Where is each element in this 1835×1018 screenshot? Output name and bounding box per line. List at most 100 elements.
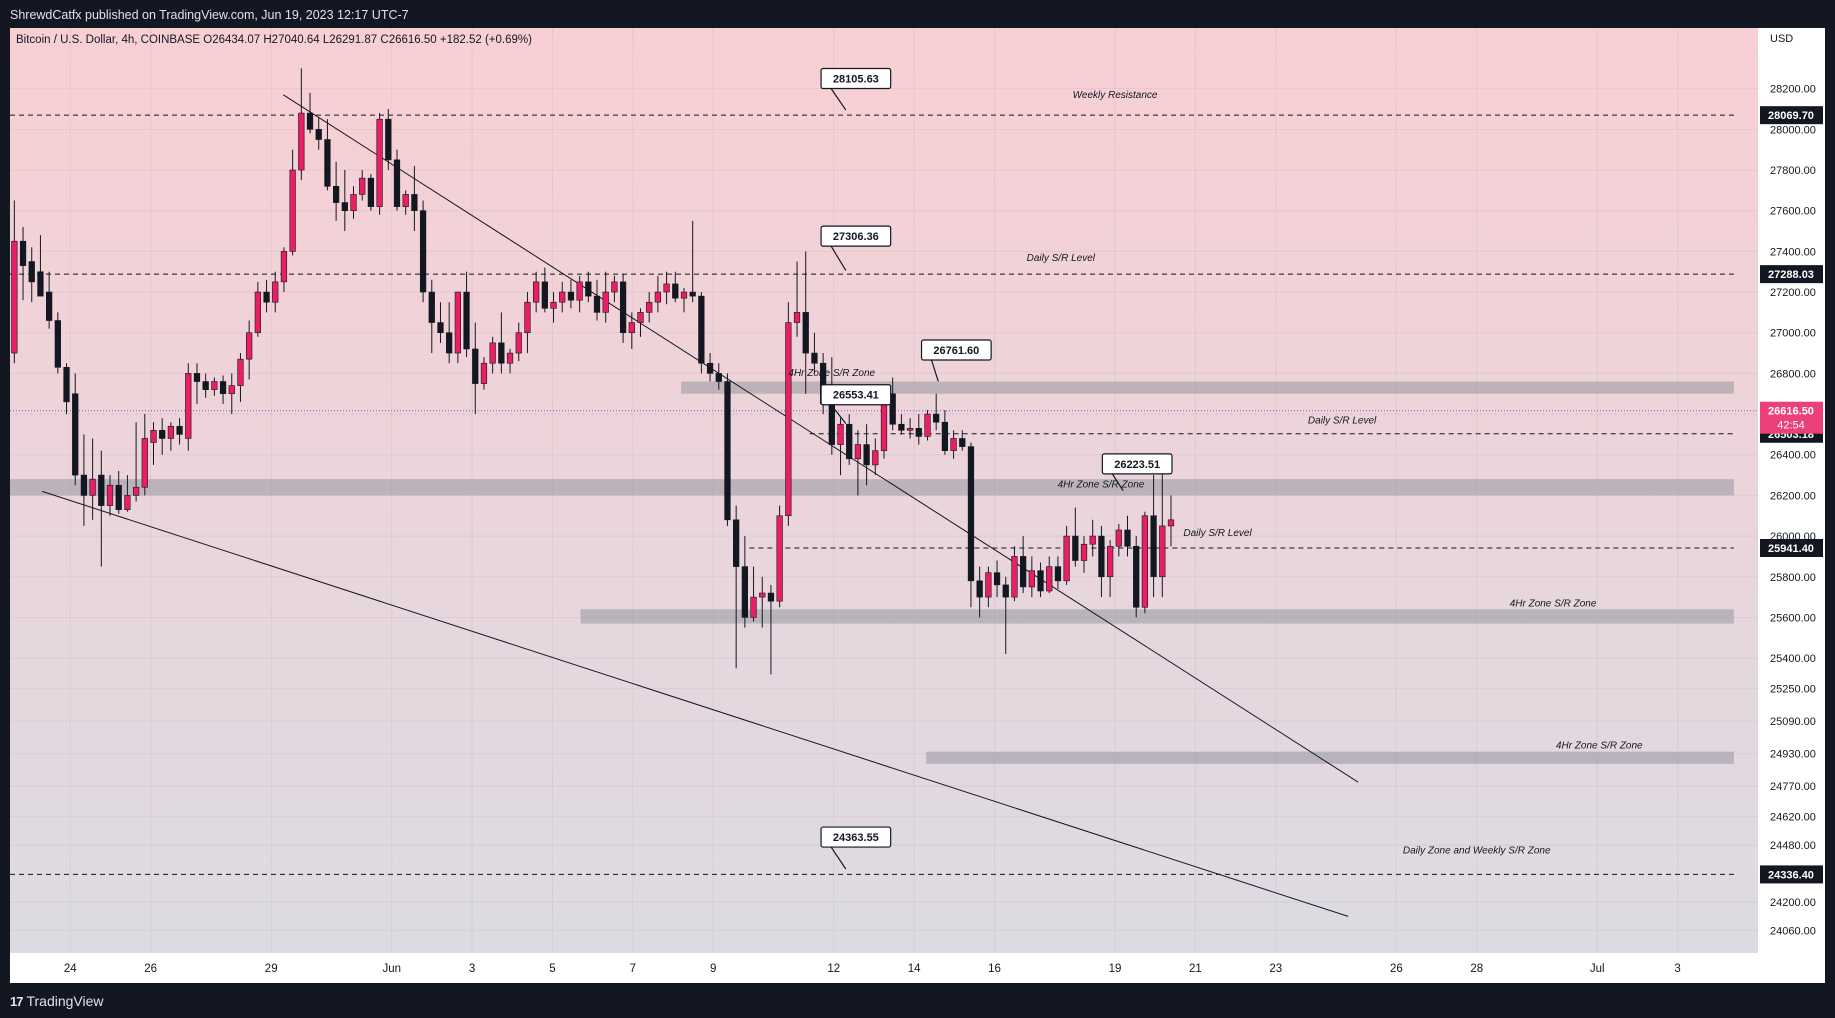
- candle-body: [63, 366, 70, 403]
- time-tick-label: 19: [1109, 963, 1122, 975]
- candle-body: [872, 450, 879, 466]
- candle-body: [376, 118, 383, 207]
- candle-body: [663, 283, 670, 293]
- callout-box[interactable]: [820, 67, 892, 90]
- candle-body: [289, 169, 296, 252]
- candle-body: [1133, 545, 1140, 608]
- candle-body: [159, 430, 166, 439]
- candle-body: [98, 474, 105, 506]
- candle-body: [254, 291, 261, 334]
- callout-label: 26223.51: [1114, 459, 1160, 471]
- candle-body: [332, 185, 340, 203]
- time-axis[interactable]: 24 26 29 Jun 3 5 7 9 12 14 16 19 21 23 26 28 Jul 3: [64, 963, 1681, 975]
- callout-box[interactable]: [1101, 453, 1173, 475]
- candle-body: [576, 281, 583, 301]
- callout-pointer: [930, 359, 939, 382]
- annotation-label: Weekly Resistance: [1073, 90, 1158, 101]
- candle-body: [176, 425, 183, 435]
- price-tick-label: 24930.00: [1770, 749, 1816, 761]
- candle-body: [341, 202, 348, 211]
- annotation-label: Daily Zone and Weekly S/R Zone: [1403, 845, 1551, 856]
- time-tick-label: 3: [469, 963, 475, 975]
- candle-body: [993, 572, 1001, 586]
- current-price-tag: [1760, 401, 1823, 434]
- time-tick-label: 29: [265, 963, 278, 975]
- candle-body: [933, 413, 940, 423]
- candle-body: [533, 281, 540, 303]
- candle-body: [219, 381, 227, 395]
- trendline[interactable]: [282, 94, 1359, 783]
- candle-body: [463, 291, 470, 350]
- candle-body: [715, 373, 722, 382]
- candle-body: [11, 240, 18, 354]
- candle-body: [202, 381, 209, 390]
- price-tick-label: 24200.00: [1770, 897, 1816, 909]
- candle-body: [611, 281, 618, 293]
- candle-body: [672, 283, 679, 299]
- time-tick-label: 28: [1470, 963, 1483, 975]
- candle-body: [854, 444, 862, 460]
- candle-body: [1167, 519, 1175, 527]
- candle-body: [80, 474, 88, 496]
- price-level-tag: [1760, 539, 1823, 558]
- callout-pointer: [830, 88, 847, 111]
- candle-body: [515, 332, 522, 354]
- candle-body: [1124, 529, 1131, 547]
- annotation-label: 4Hr Zone S/R Zone: [1510, 598, 1597, 609]
- time-tick-label: 24: [64, 963, 77, 975]
- price-tick-label: 25090.00: [1770, 716, 1816, 728]
- publisher-text: ShrewdCatfx published on TradingView.com…: [10, 8, 409, 22]
- candle-body: [228, 385, 235, 395]
- price-axis[interactable]: 28200.00 28000.00 27800.00 27600.00 27400.00…: [1760, 84, 1823, 938]
- candle-body: [19, 240, 27, 266]
- candle-body: [524, 301, 531, 334]
- callouts: 28105.63 27306.36 26761.60 26553.41 26223.51…: [820, 67, 1173, 870]
- price-tick-label: 27000.00: [1770, 328, 1816, 340]
- callout-box[interactable]: [920, 339, 992, 361]
- candle-body: [472, 348, 479, 384]
- tradingview-logo-icon: 17: [10, 993, 24, 1009]
- price-chart[interactable]: Weekly Resistance Daily S/R Level 4Hr Zone…: [10, 28, 1825, 983]
- price-tick-label: 24770.00: [1770, 781, 1816, 793]
- sr-zone: [926, 751, 1734, 764]
- candle-body: [637, 312, 644, 323]
- price-tick-label: 24060.00: [1770, 926, 1816, 938]
- candle-body: [706, 362, 714, 374]
- candles: [11, 68, 1175, 675]
- trendline[interactable]: [41, 490, 1349, 917]
- price-tick-label: 25800.00: [1770, 572, 1816, 584]
- candle-body: [750, 596, 757, 618]
- countdown-label: 42:54: [1777, 420, 1805, 432]
- candle-body: [306, 112, 314, 130]
- candle-body: [967, 446, 975, 582]
- callout-box[interactable]: [820, 384, 892, 406]
- candle-body: [776, 515, 783, 602]
- tradingview-logo[interactable]: 17 TradingView: [10, 993, 104, 1009]
- sr-zone: [10, 479, 1734, 496]
- annotation-label: Daily S/R Level: [1183, 528, 1252, 539]
- candle-body: [1159, 525, 1166, 578]
- price-level-label: 28069.70: [1768, 110, 1814, 122]
- candle-body: [1080, 543, 1088, 561]
- candle-body: [1028, 570, 1035, 588]
- chart-frame[interactable]: Weekly Resistance Daily S/R Level 4Hr Zone…: [10, 28, 1825, 983]
- candle-body: [106, 484, 114, 506]
- callout-label: 26761.60: [933, 345, 979, 357]
- candle-body: [585, 281, 592, 297]
- candle-body: [124, 495, 131, 510]
- candle-body: [115, 484, 122, 510]
- callout-label: 24363.55: [833, 832, 879, 844]
- callout-pointer: [830, 404, 847, 424]
- current-price-label: 26616.50: [1768, 406, 1814, 418]
- candle-body: [89, 478, 96, 496]
- candle-body: [976, 580, 983, 598]
- candle-body: [680, 291, 688, 299]
- candle-body: [193, 373, 201, 382]
- callout-box[interactable]: [820, 826, 892, 848]
- candle-body: [828, 403, 835, 445]
- callout-box[interactable]: [820, 225, 892, 247]
- time-axis-background: [10, 953, 1825, 983]
- candle-body: [167, 425, 175, 439]
- price-tick-label: 28000.00: [1770, 124, 1816, 136]
- annotation-label: 4Hr Zone S/R Zone: [788, 368, 875, 379]
